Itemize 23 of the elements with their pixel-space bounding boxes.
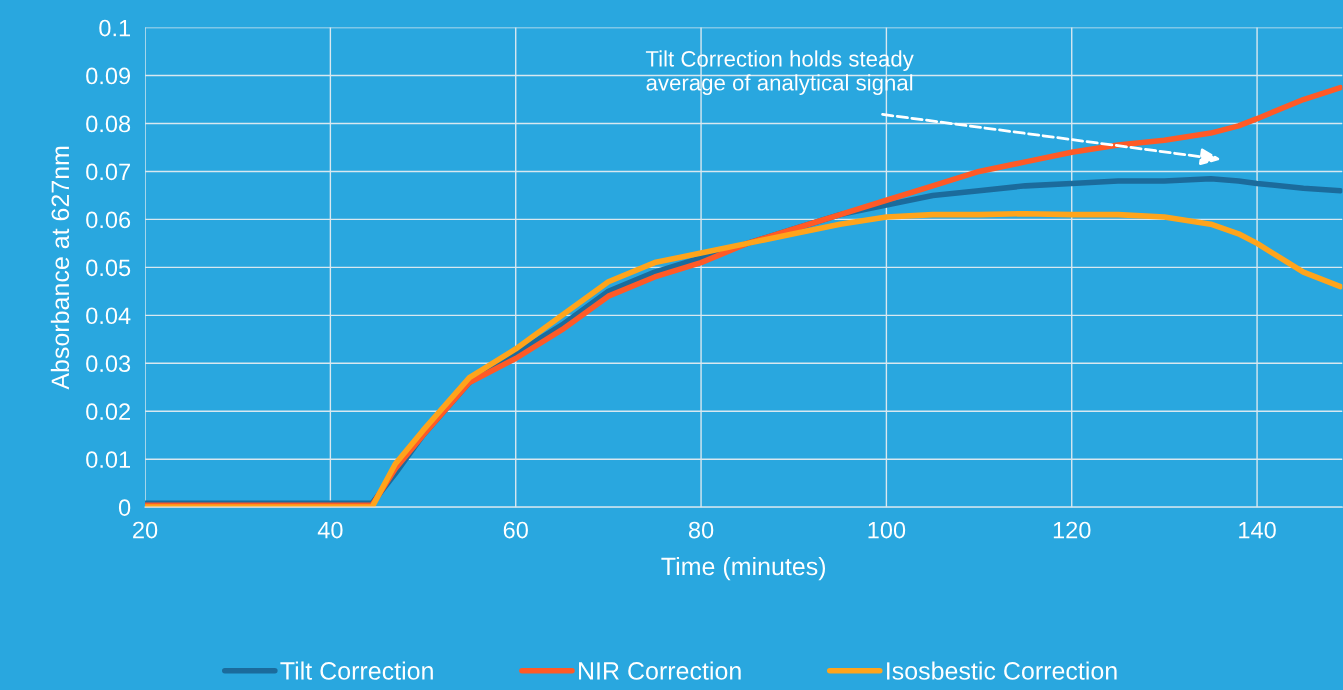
legend-label: Isosbestic Correction xyxy=(887,661,1117,680)
y-tick-label: 0.08 xyxy=(86,115,131,133)
y-tick-label: 0.05 xyxy=(86,259,131,277)
y-tick-label: 0 xyxy=(118,499,131,516)
x-tick-label: 40 xyxy=(317,521,343,539)
legend-label: Tilt Correction xyxy=(280,661,433,680)
y-tick-label: 0.03 xyxy=(86,355,131,373)
y-tick-label: 0.04 xyxy=(86,307,131,325)
legend-label: NIR Correction xyxy=(579,661,741,680)
x-tick-label: 100 xyxy=(868,521,906,539)
x-tick-label: 80 xyxy=(688,521,714,539)
x-tick-label: 60 xyxy=(503,521,528,539)
y-tick-label: 0.09 xyxy=(86,67,131,85)
y-tick-label: 0.01 xyxy=(86,451,131,468)
x-tick-label: 20 xyxy=(133,521,158,539)
x-tick-label: 140 xyxy=(1239,521,1276,539)
y-tick-label: 0.02 xyxy=(86,403,130,421)
x-axis-title: Time (minutes) xyxy=(661,556,826,581)
x-tick-label: 120 xyxy=(1053,521,1091,539)
y-tick-label: 0.07 xyxy=(86,163,130,181)
y-tick-label: 0.06 xyxy=(86,211,131,229)
y-axis-title: Absorbance at 627nm xyxy=(50,146,70,390)
y-tick-label: 0.1 xyxy=(99,19,131,37)
